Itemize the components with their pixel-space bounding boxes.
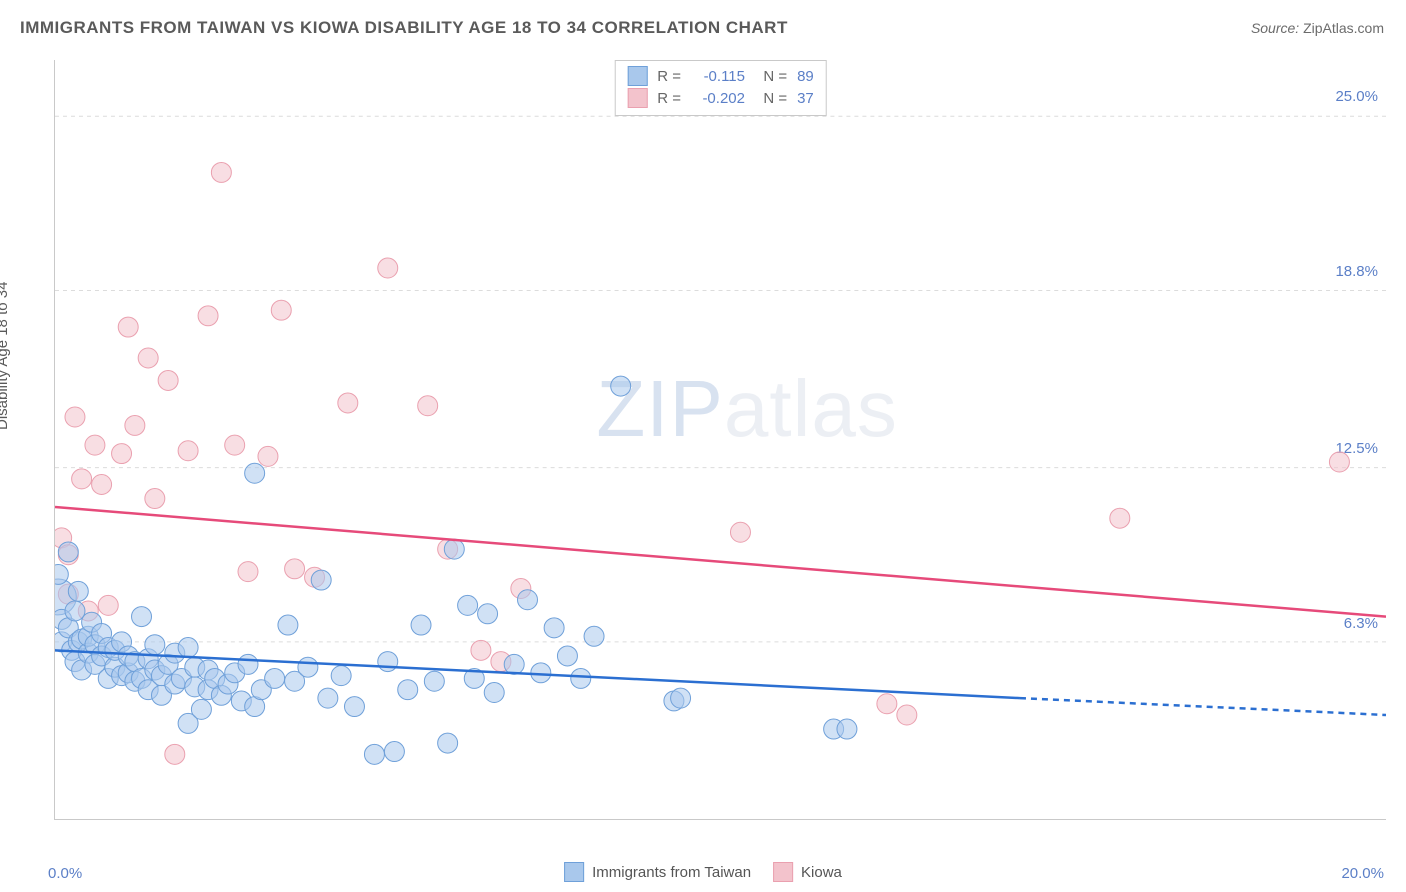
legend-n-label: N =	[755, 90, 787, 107]
data-point	[178, 441, 198, 461]
x-axis-max-label: 20.0%	[1341, 865, 1384, 882]
data-point	[1110, 508, 1130, 528]
data-point	[165, 744, 185, 764]
data-point	[438, 733, 458, 753]
legend-r-value-2: -0.202	[691, 90, 745, 107]
data-point	[504, 654, 524, 674]
data-point	[424, 671, 444, 691]
data-point	[837, 719, 857, 739]
data-point	[611, 376, 631, 396]
data-point	[145, 489, 165, 509]
correlation-legend: R = -0.115 N = 89 R = -0.202 N = 37	[614, 60, 827, 116]
data-point	[145, 635, 165, 655]
data-point	[58, 542, 78, 562]
data-point	[544, 618, 564, 638]
data-point	[484, 683, 504, 703]
legend-swatch-series2	[627, 88, 647, 108]
legend-row-series1: R = -0.115 N = 89	[627, 65, 814, 87]
y-axis-label: Disability Age 18 to 34	[0, 282, 11, 430]
legend-swatch-series1	[627, 66, 647, 86]
data-point	[298, 657, 318, 677]
data-point	[211, 162, 231, 182]
data-point	[92, 474, 112, 494]
data-point	[112, 444, 132, 464]
data-point	[458, 595, 478, 615]
data-point	[518, 590, 538, 610]
chart-container: IMMIGRANTS FROM TAIWAN VS KIOWA DISABILI…	[0, 0, 1406, 892]
data-point	[178, 638, 198, 658]
data-point	[65, 601, 85, 621]
data-point	[271, 300, 291, 320]
legend-r-label: R =	[657, 68, 681, 85]
data-point	[444, 539, 464, 559]
data-point	[671, 688, 691, 708]
data-point	[378, 652, 398, 672]
data-point	[238, 562, 258, 582]
legend-row-series2: R = -0.202 N = 37	[627, 87, 814, 109]
data-point	[384, 742, 404, 762]
legend-r-label: R =	[657, 90, 681, 107]
data-point	[238, 654, 258, 674]
data-point	[364, 744, 384, 764]
legend-item-series1: Immigrants from Taiwan	[564, 862, 751, 882]
data-point	[398, 680, 418, 700]
data-point	[730, 522, 750, 542]
source-attribution: Source: ZipAtlas.com	[1251, 20, 1384, 36]
source-value: ZipAtlas.com	[1303, 20, 1384, 36]
data-point	[318, 688, 338, 708]
legend-swatch-1	[564, 862, 584, 882]
legend-n-value-1: 89	[797, 68, 814, 85]
data-point	[285, 559, 305, 579]
data-point	[125, 415, 145, 435]
data-point	[191, 699, 211, 719]
data-point	[85, 435, 105, 455]
legend-n-label: N =	[755, 68, 787, 85]
data-point	[225, 435, 245, 455]
data-point	[1329, 452, 1349, 472]
data-point	[338, 393, 358, 413]
data-point	[158, 370, 178, 390]
data-point	[311, 570, 331, 590]
data-point	[98, 595, 118, 615]
x-axis-min-label: 0.0%	[48, 865, 82, 882]
legend-r-value-1: -0.115	[691, 68, 745, 85]
data-point	[331, 666, 351, 686]
data-point	[265, 668, 285, 688]
series-legend: Immigrants from Taiwan Kiowa	[564, 862, 842, 882]
data-point	[571, 668, 591, 688]
data-point	[138, 348, 158, 368]
legend-swatch-2	[773, 862, 793, 882]
data-point	[258, 446, 278, 466]
source-label: Source:	[1251, 20, 1299, 36]
data-point	[877, 694, 897, 714]
legend-label-2: Kiowa	[801, 864, 842, 881]
data-point	[378, 258, 398, 278]
data-point	[344, 697, 364, 717]
data-point	[411, 615, 431, 635]
data-point	[72, 469, 92, 489]
chart-title: IMMIGRANTS FROM TAIWAN VS KIOWA DISABILI…	[20, 18, 788, 38]
data-point	[68, 581, 88, 601]
data-point	[245, 463, 265, 483]
data-point	[471, 640, 491, 660]
legend-n-value-2: 37	[797, 90, 814, 107]
data-point	[557, 646, 577, 666]
data-point	[198, 306, 218, 326]
data-point	[584, 626, 604, 646]
data-point	[65, 407, 85, 427]
legend-item-series2: Kiowa	[773, 862, 842, 882]
data-point	[418, 396, 438, 416]
data-point	[118, 317, 138, 337]
data-point	[132, 607, 152, 627]
legend-label-1: Immigrants from Taiwan	[592, 864, 751, 881]
data-point	[897, 705, 917, 725]
data-point	[278, 615, 298, 635]
plot-area: ZIPatlas R = -0.115 N = 89 R = -0.202 N …	[54, 60, 1386, 820]
plot-svg	[55, 60, 1386, 819]
data-point	[478, 604, 498, 624]
